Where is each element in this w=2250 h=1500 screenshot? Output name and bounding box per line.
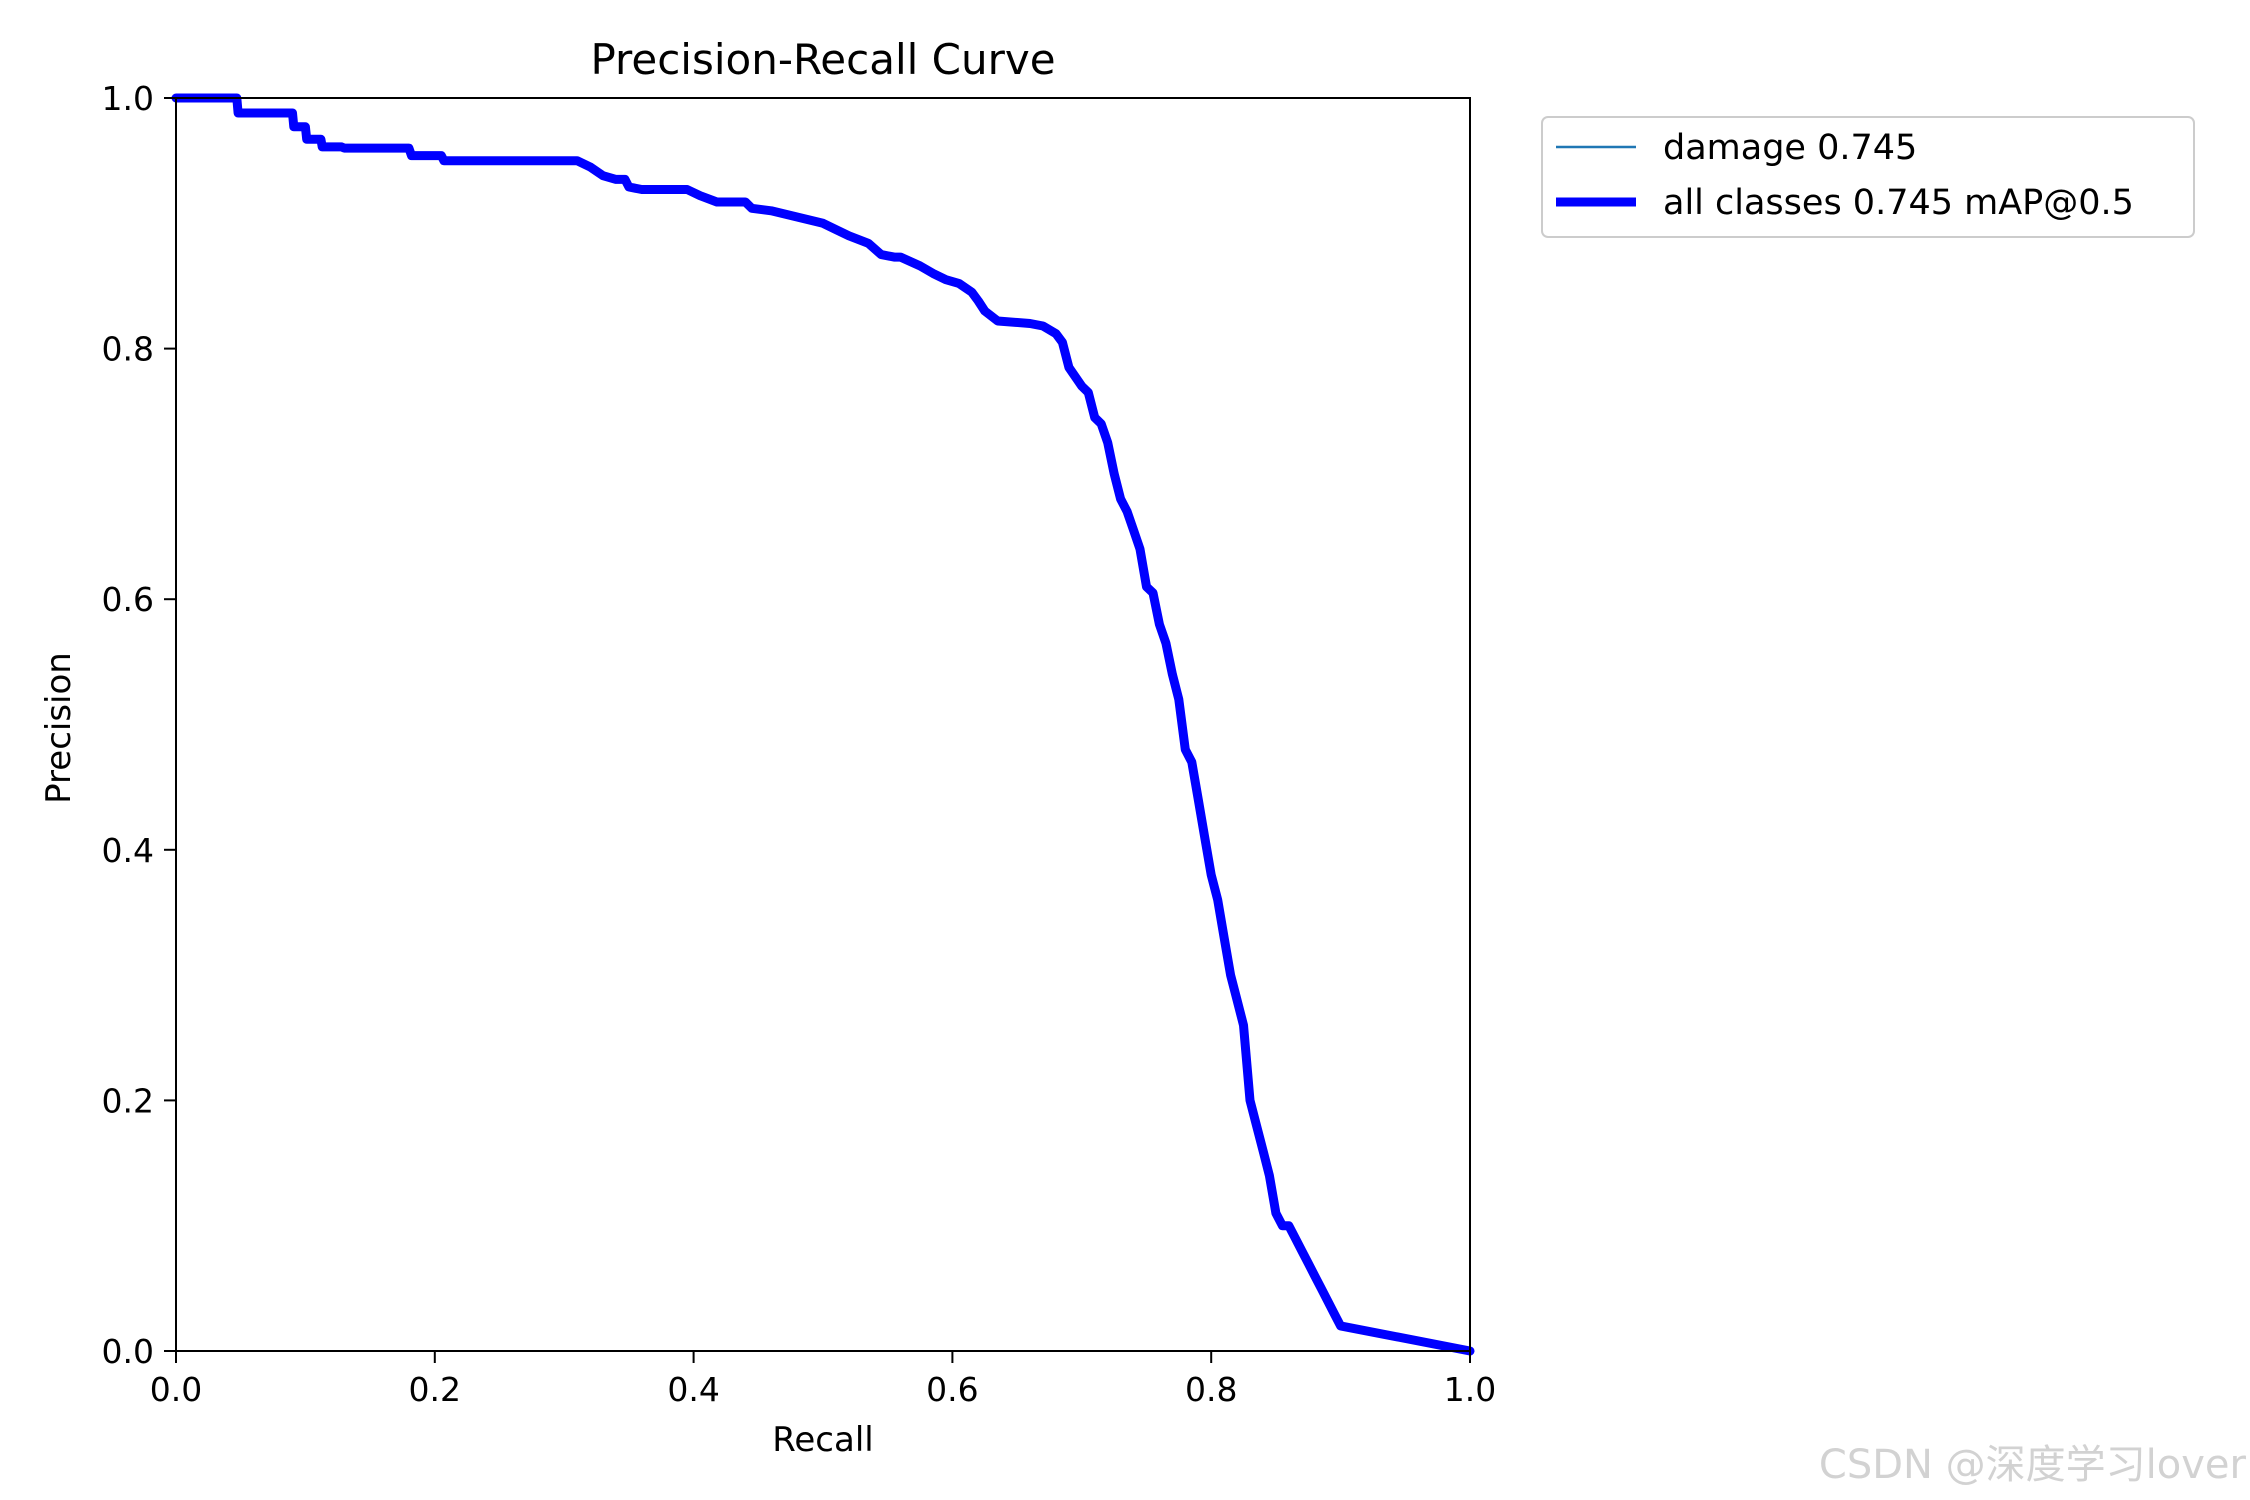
x-tick-label: 0.4: [667, 1370, 719, 1409]
y-tick-label: 0.8: [102, 330, 154, 369]
y-tick-label: 0.4: [102, 831, 154, 870]
legend: damage 0.745 all classes 0.745 mAP@0.5: [1541, 116, 2195, 238]
legend-box: [1541, 116, 2195, 238]
series-layer: [171, 93, 1475, 1356]
plot-frame: [175, 97, 1471, 1352]
y-axis-title: Precision: [39, 652, 79, 804]
x-axis-ticks: 0.0 0.2 0.4 0.6 0.8 1.0: [150, 1351, 1496, 1409]
x-tick-label: 0.2: [409, 1370, 461, 1409]
x-tick-label: 0.6: [926, 1370, 978, 1409]
x-tick-label: 0.8: [1185, 1370, 1237, 1409]
legend-label-damage: damage 0.745: [1663, 128, 1917, 168]
x-tick-label: 1.0: [1444, 1370, 1496, 1409]
y-tick-label: 0.6: [102, 580, 154, 619]
y-axis-ticks: 0.0 0.2 0.4 0.6 0.8 1.0: [102, 79, 176, 1371]
x-axis-title: Recall: [772, 1420, 873, 1460]
chart-title: Precision-Recall Curve: [590, 35, 1055, 84]
y-tick-label: 0.2: [102, 1081, 154, 1120]
x-tick-label: 0.0: [150, 1370, 202, 1409]
legend-label-all-classes: all classes 0.745 mAP@0.5: [1663, 183, 2134, 223]
watermark: CSDN @深度学习lover: [1819, 1442, 2247, 1488]
y-tick-label: 1.0: [102, 79, 154, 118]
series-line-1: [171, 93, 1475, 1356]
y-tick-label: 0.0: [102, 1332, 154, 1371]
